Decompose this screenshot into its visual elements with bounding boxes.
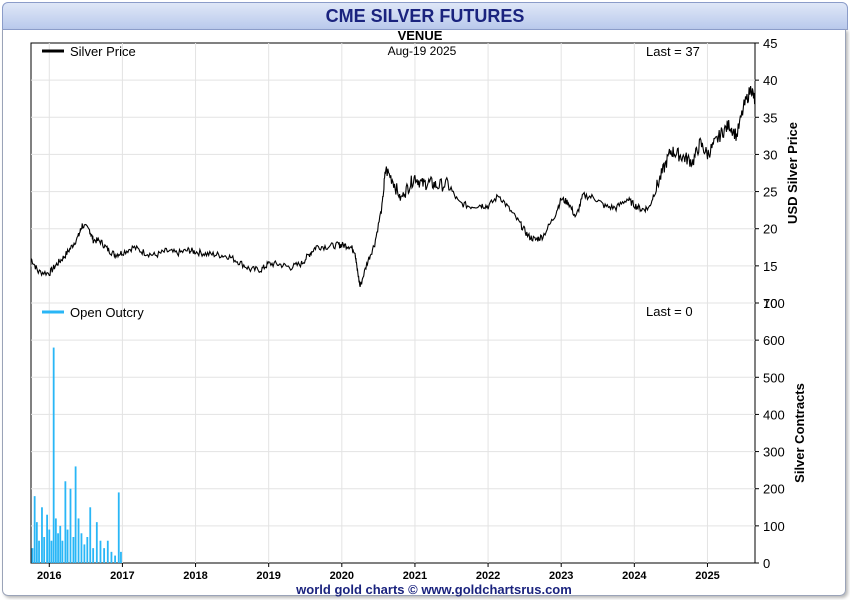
price-legend-label: Silver Price	[70, 44, 136, 59]
price-panel	[30, 42, 756, 304]
open-outcry-bar	[77, 518, 80, 563]
outcry-y-tick-label: 200	[763, 482, 785, 497]
open-outcry-bar	[50, 540, 53, 563]
open-outcry-bar	[80, 533, 83, 563]
x-tick-label: 2018	[183, 570, 207, 582]
open-outcry-bar	[89, 507, 92, 563]
x-tick-label: 2017	[110, 570, 134, 582]
open-outcry-bar	[41, 507, 43, 563]
price-y-tick-label: 45	[763, 36, 777, 51]
open-outcry-bar	[46, 514, 48, 563]
price-y-tick-label: 15	[763, 259, 777, 274]
x-tick-label: 2025	[695, 570, 719, 582]
open-outcry-bar	[92, 548, 95, 563]
open-outcry-bar	[86, 537, 89, 563]
outcry-y-axis-title: Silver Contracts	[792, 383, 807, 483]
price-y-tick-label: 25	[763, 185, 777, 200]
open-outcry-bar	[114, 555, 117, 563]
open-outcry-bar	[106, 540, 109, 563]
outcry-last-label: Last = 0	[646, 304, 693, 319]
outcry-legend-label: Open Outcry	[70, 305, 144, 320]
open-outcry-bar	[48, 529, 51, 563]
silver-price-line	[30, 85, 756, 288]
x-tick-label: 2023	[549, 570, 573, 582]
x-tick-label: 2024	[622, 570, 647, 582]
open-outcry-bar	[74, 466, 77, 563]
price-y-tick-label: 35	[763, 110, 777, 125]
open-outcry-bar	[103, 548, 106, 563]
chart-footer: world gold charts © www.goldchartsrus.co…	[295, 582, 572, 597]
outcry-panel	[30, 302, 756, 564]
price-y-axis-title: USD Silver Price	[785, 122, 800, 224]
chart-title: CME SILVER FUTURES	[2, 2, 848, 30]
x-tick-label: 2016	[37, 570, 61, 582]
open-outcry-bar	[64, 481, 67, 563]
x-tick-label: 2022	[476, 570, 500, 582]
outcry-y-tick-label: 700	[763, 296, 785, 311]
outcry-y-tick-label: 500	[763, 370, 785, 385]
chart-subtitle: VENUE	[398, 28, 443, 43]
price-y-tick-label: 20	[763, 222, 777, 237]
open-outcry-bar	[72, 537, 75, 563]
open-outcry-bar	[95, 522, 98, 563]
open-outcry-bar	[43, 537, 46, 563]
x-tick-label: 2019	[256, 570, 280, 582]
outcry-y-tick-label: 300	[763, 445, 785, 460]
outcry-y-tick-label: 400	[763, 407, 785, 422]
chart-date: Aug-19 2025	[388, 44, 457, 58]
open-outcry-bar	[110, 551, 113, 563]
price-y-tick-label: 10	[763, 296, 777, 311]
open-outcry-bar	[99, 540, 102, 563]
open-outcry-bar	[52, 347, 55, 563]
price-y-tick-label: 40	[763, 73, 777, 88]
open-outcry-bar	[38, 540, 40, 563]
chart-border	[2, 29, 846, 596]
open-outcry-bar	[66, 529, 69, 563]
x-tick-label: 2021	[403, 570, 427, 582]
x-tick-label: 2020	[330, 570, 354, 582]
outcry-y-tick-label: 100	[763, 519, 785, 534]
open-outcry-bar	[61, 540, 64, 563]
open-outcry-bar	[117, 492, 120, 563]
open-outcry-bar	[54, 518, 57, 563]
open-outcry-bar	[57, 533, 59, 563]
open-outcry-bar	[69, 488, 72, 563]
outcry-y-tick-label: 600	[763, 333, 785, 348]
outcry-y-tick-label: 0	[763, 556, 770, 571]
open-outcry-bar	[33, 496, 36, 563]
open-outcry-bar	[35, 522, 38, 563]
price-last-label: Last = 37	[646, 44, 700, 59]
open-outcry-bar	[120, 551, 122, 563]
price-y-tick-label: 30	[763, 147, 777, 162]
open-outcry-bar	[59, 525, 62, 563]
open-outcry-bar	[83, 544, 86, 563]
open-outcry-bar	[31, 548, 34, 563]
